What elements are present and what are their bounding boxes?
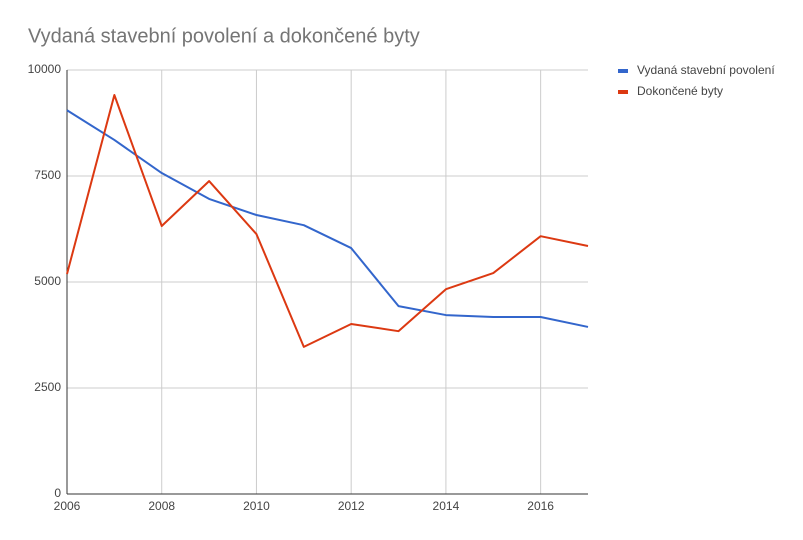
x-tick-label: 2012 xyxy=(338,499,365,513)
x-tick-label: 2014 xyxy=(433,499,460,513)
legend-label: Vydaná stavební povolení xyxy=(637,63,775,77)
y-tick-label: 5000 xyxy=(34,274,61,288)
x-tick-label: 2010 xyxy=(243,499,270,513)
y-tick-label: 0 xyxy=(54,486,61,500)
legend-swatch xyxy=(618,90,628,94)
y-tick-label: 7500 xyxy=(34,168,61,182)
chart-title: Vydaná stavební povolení a dokončené byt… xyxy=(28,25,420,47)
data-line xyxy=(66,109,589,328)
y-tick-label: 10000 xyxy=(28,62,62,76)
y-tick-label: 2500 xyxy=(34,380,61,394)
x-tick-label: 2008 xyxy=(148,499,175,513)
x-tick-label: 2016 xyxy=(527,499,554,513)
data-line xyxy=(66,94,589,348)
legend-label: Dokončené byty xyxy=(637,84,723,98)
legend-swatch xyxy=(618,69,628,73)
x-tick-label: 2006 xyxy=(54,499,81,513)
